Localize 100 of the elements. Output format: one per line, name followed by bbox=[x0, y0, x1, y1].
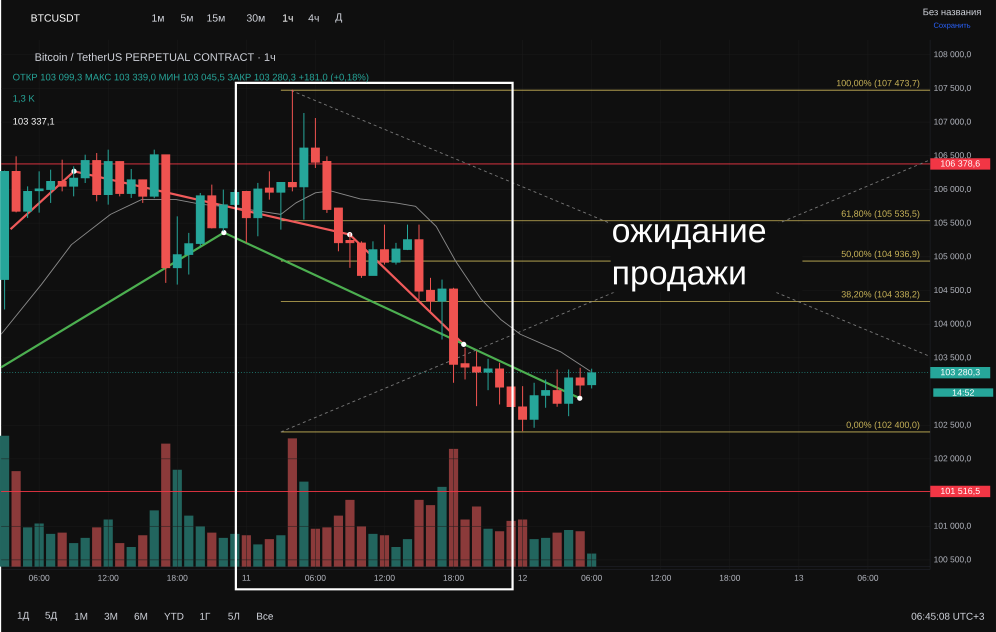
y-tick-label: 107 000,0 bbox=[934, 118, 971, 126]
candlestick bbox=[138, 179, 148, 204]
x-tick-label: 12:00 bbox=[650, 574, 671, 581]
bar bbox=[356, 526, 366, 567]
annotation: 103 337,1 bbox=[13, 118, 54, 126]
candlestick bbox=[541, 378, 550, 408]
annotation: 1,3 K bbox=[13, 94, 35, 103]
y-tick-label: 107 500,0 bbox=[934, 84, 971, 92]
y-tick-label: 100 500,0 bbox=[934, 556, 971, 564]
text: 30м bbox=[246, 14, 265, 22]
y-tick-label: 105 000,0 bbox=[934, 253, 971, 260]
bar bbox=[345, 500, 355, 567]
bar bbox=[207, 532, 216, 567]
candlestick bbox=[288, 89, 297, 192]
candlestick bbox=[472, 350, 481, 407]
bar bbox=[472, 506, 482, 567]
text: YTD bbox=[164, 612, 184, 620]
bar bbox=[104, 519, 113, 567]
candlestick bbox=[403, 224, 412, 250]
x-tick-label: 18:00 bbox=[444, 574, 464, 581]
ref-line-label: 101 516,5 bbox=[941, 488, 980, 496]
y-tick-label: 101 000,0 bbox=[934, 522, 971, 530]
candlestick bbox=[184, 232, 194, 275]
text: 5м bbox=[180, 14, 193, 22]
bar bbox=[368, 534, 378, 567]
ref-line-label: 38,20% (104 338,2) bbox=[842, 290, 920, 300]
text: Все bbox=[257, 612, 273, 620]
bar bbox=[530, 539, 539, 567]
candlestick bbox=[530, 382, 539, 428]
y-tick-label: 104 000,0 bbox=[934, 320, 971, 328]
bar bbox=[483, 528, 493, 567]
bar bbox=[196, 526, 205, 567]
bar bbox=[322, 527, 332, 567]
text: 1ч bbox=[282, 14, 293, 22]
bar bbox=[552, 532, 562, 567]
candlestick bbox=[552, 368, 562, 408]
bar bbox=[460, 519, 470, 567]
y-tick-label: 105 500,0 bbox=[934, 220, 971, 226]
x-tick-label: 06:00 bbox=[858, 574, 878, 581]
text: Д bbox=[335, 13, 342, 22]
x-tick-label: 06:00 bbox=[305, 574, 326, 581]
x-tick-label: 18:00 bbox=[720, 574, 740, 581]
candlestick bbox=[276, 182, 286, 230]
bar bbox=[264, 539, 274, 567]
y-tick-label: 106 500,0 bbox=[934, 152, 971, 160]
text: 6М bbox=[134, 612, 148, 620]
candlestick bbox=[264, 170, 274, 200]
x-tick-label: 18:00 bbox=[167, 574, 188, 581]
bar bbox=[276, 535, 286, 567]
candlestick bbox=[310, 117, 320, 168]
candlestick bbox=[80, 154, 90, 184]
text: 4ч bbox=[308, 14, 319, 22]
bar bbox=[126, 546, 136, 567]
y-tick-label: 103 500,0 bbox=[934, 354, 971, 362]
text: 06:45:08 UTC+3 bbox=[912, 612, 984, 620]
y-tick-label: 106 000,0 bbox=[934, 186, 971, 193]
bar bbox=[150, 510, 159, 567]
bar bbox=[299, 481, 308, 567]
bar bbox=[288, 438, 297, 567]
text: 14:52 bbox=[952, 389, 974, 396]
bar bbox=[12, 470, 21, 567]
text: 5Д bbox=[45, 612, 58, 621]
bar bbox=[34, 523, 44, 567]
bar bbox=[576, 531, 585, 567]
candlestick bbox=[172, 216, 182, 285]
bar bbox=[69, 542, 78, 567]
x-tick-label: 13 bbox=[794, 574, 804, 581]
candlestick bbox=[438, 278, 446, 340]
bar bbox=[414, 500, 424, 567]
annotation: ожидание продажи bbox=[613, 224, 766, 292]
ref-line-label: 61,80% (105 535,5) bbox=[842, 210, 920, 218]
candlestick bbox=[34, 170, 44, 214]
bar bbox=[92, 527, 102, 567]
candlestick bbox=[460, 347, 470, 380]
text: BTCUSDT bbox=[31, 14, 80, 22]
bar bbox=[310, 528, 320, 567]
bar bbox=[494, 531, 504, 567]
candlestick bbox=[380, 224, 389, 265]
bar bbox=[518, 519, 528, 567]
y-tick-label: 102 000,0 bbox=[934, 455, 971, 462]
bar bbox=[184, 515, 194, 567]
x-tick-label: 12 bbox=[518, 574, 527, 581]
x-tick-label: 06:00 bbox=[581, 574, 602, 581]
bar bbox=[426, 505, 436, 567]
bar bbox=[587, 553, 596, 567]
bar bbox=[115, 542, 124, 567]
bar bbox=[23, 527, 32, 567]
bar bbox=[161, 444, 170, 567]
bar bbox=[172, 470, 182, 567]
text: 1м bbox=[152, 14, 164, 22]
bar bbox=[541, 538, 550, 567]
bar bbox=[218, 538, 228, 567]
bar bbox=[58, 532, 67, 567]
bar bbox=[402, 539, 412, 567]
x-tick-label: 11 bbox=[242, 574, 250, 581]
bar bbox=[138, 535, 148, 567]
ref-line-label: 100,00% (107 473,7) bbox=[836, 80, 920, 88]
bar bbox=[242, 535, 251, 567]
text: 1М bbox=[74, 612, 88, 620]
ref-line-label: 106 378,6 bbox=[941, 160, 980, 168]
